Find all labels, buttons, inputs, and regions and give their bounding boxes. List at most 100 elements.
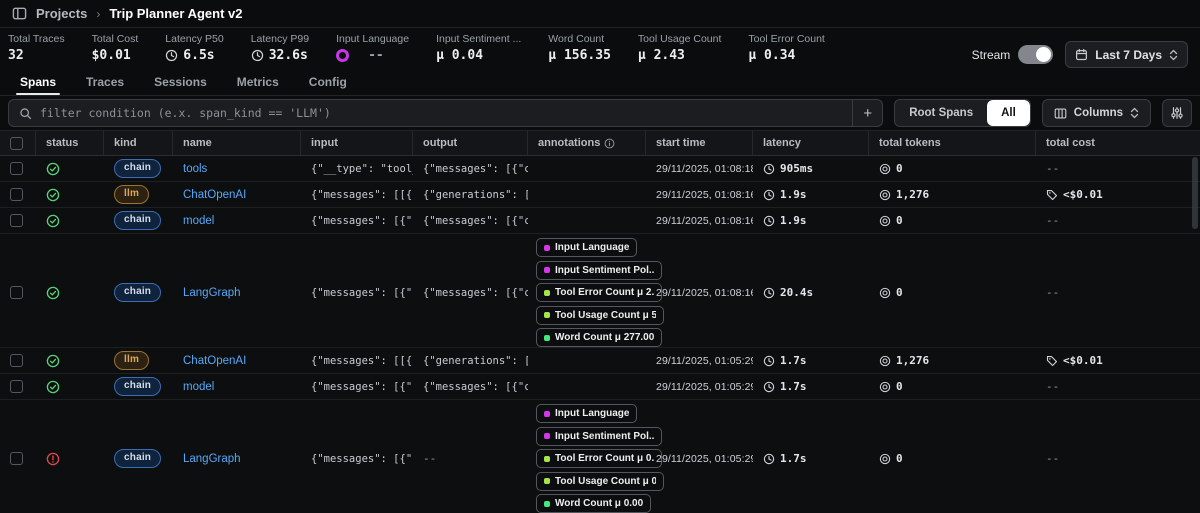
span-name-link[interactable]: LangGraph	[183, 286, 241, 299]
output-cell: {"messages": [{"conte…	[423, 380, 528, 393]
column-header-total-tokens[interactable]: total tokens	[869, 131, 1036, 155]
annotation-chip[interactable]: Tool Error Count μ 0.	[536, 449, 663, 468]
token-icon	[879, 189, 891, 200]
total-cost-cell: --	[1046, 162, 1060, 175]
table-row[interactable]: chain model {"messages": [{"conte… {"mes…	[0, 208, 1200, 234]
breadcrumb-separator: ›	[96, 6, 101, 21]
kind-badge: llm	[114, 351, 150, 370]
stat-value: $0.01	[91, 48, 131, 63]
tab-sessions[interactable]: Sessions	[154, 75, 207, 89]
start-time-cell: 29/11/2025, 01:08:16 …	[656, 286, 753, 299]
start-time-cell: 29/11/2025, 01:05:29…	[656, 380, 753, 393]
row-checkbox[interactable]	[10, 214, 23, 227]
kind-cell: chain	[104, 377, 173, 396]
sidebar-panel-icon[interactable]	[12, 6, 27, 21]
tab-metrics[interactable]: Metrics	[236, 75, 279, 89]
tab-config[interactable]: Config	[308, 75, 347, 89]
kind-cell: chain	[104, 159, 173, 178]
span-name-link[interactable]: model	[183, 214, 215, 227]
start-time-cell: 29/11/2025, 01:05:29…	[656, 354, 753, 367]
token-icon	[879, 287, 891, 298]
latency-cell: 1.9s	[753, 188, 869, 201]
tab-spans[interactable]: Spans	[8, 71, 68, 95]
span-name-link[interactable]: LangGraph	[183, 452, 241, 465]
clock-icon	[166, 49, 178, 62]
annotation-chip[interactable]: Input Language	[536, 404, 638, 423]
status-success-icon	[46, 162, 60, 175]
table-row[interactable]: chain LangGraph {"messages": [{"role": ……	[0, 234, 1200, 348]
stat-value: μ 156.35	[548, 48, 611, 63]
table-scrollbar[interactable]	[1192, 157, 1198, 229]
clock-icon	[251, 49, 263, 62]
clock-icon	[763, 381, 775, 392]
span-name-link[interactable]: tools	[183, 162, 208, 175]
row-checkbox[interactable]	[10, 188, 23, 201]
stat-latency-p99: Latency P99 32.6s	[251, 33, 309, 63]
row-select-cell	[0, 188, 36, 201]
filter-condition-input[interactable]	[40, 106, 843, 120]
token-icon	[879, 215, 891, 226]
latency-cell: 1.7s	[753, 452, 869, 465]
annotation-chip[interactable]: Tool Usage Count μ 5	[536, 305, 664, 325]
select-all-checkbox[interactable]	[10, 136, 23, 150]
token-icon	[879, 381, 891, 392]
status-success-icon	[46, 214, 60, 227]
row-select-cell	[0, 380, 36, 393]
span-name-link[interactable]: ChatOpenAI	[183, 354, 247, 367]
column-header-output[interactable]: output	[413, 131, 528, 155]
input-cell: {"messages": [[{"lc": 1,…	[311, 354, 413, 367]
column-header-input[interactable]: input	[301, 131, 413, 155]
clock-icon	[763, 215, 775, 226]
stream-toggle[interactable]	[1018, 45, 1054, 64]
row-checkbox[interactable]	[10, 162, 23, 175]
column-header-status[interactable]: status	[36, 131, 104, 155]
row-checkbox[interactable]	[10, 452, 23, 465]
status-success-icon	[46, 380, 60, 393]
stat-value: μ 0.34	[748, 48, 796, 63]
span-name-link[interactable]: model	[183, 380, 215, 393]
table-row[interactable]: llm ChatOpenAI {"messages": [[{"lc": 1,……	[0, 348, 1200, 374]
stat-label: Word Count	[548, 33, 605, 45]
filter-group: +	[8, 99, 884, 127]
table-row[interactable]: chain tools {"__type": "tool_call_… {"me…	[0, 156, 1200, 182]
root-spans-segment[interactable]: Root Spans	[909, 107, 974, 119]
toggle-knob	[1036, 47, 1052, 62]
column-header-name[interactable]: name	[173, 131, 301, 155]
total-cost-cell: --	[1046, 286, 1060, 299]
breadcrumb-projects[interactable]: Projects	[36, 6, 88, 21]
table-row[interactable]: chain model {"messages": [{"conte… {"mes…	[0, 374, 1200, 400]
annotation-chip[interactable]: Word Count μ 277.00	[536, 328, 663, 347]
column-header-start-time[interactable]: start time	[646, 131, 753, 155]
total-cost-cell: <$0.01	[1036, 188, 1200, 201]
annotation-chip[interactable]: Input Language	[536, 238, 638, 257]
span-name-link[interactable]: ChatOpenAI	[183, 188, 247, 201]
column-header-kind[interactable]: kind	[104, 131, 173, 155]
column-header-latency[interactable]: latency	[753, 131, 869, 155]
display-settings-button[interactable]	[1162, 99, 1192, 127]
name-cell: LangGraph	[173, 453, 301, 465]
annotation-chip[interactable]: Input Sentiment Pol..	[536, 260, 663, 280]
annotation-chip[interactable]: Input Sentiment Pol..	[536, 426, 663, 446]
all-spans-segment[interactable]: All	[987, 100, 1030, 126]
search-icon	[20, 107, 32, 119]
row-checkbox[interactable]	[10, 354, 23, 367]
date-range-button[interactable]: Last 7 Days	[1065, 41, 1188, 68]
table-row[interactable]: chain LangGraph {"messages": [{"role": ……	[0, 400, 1200, 513]
start-time-cell: 29/11/2025, 01:08:16 …	[656, 214, 753, 227]
row-checkbox[interactable]	[10, 286, 23, 299]
annotation-chip[interactable]: Tool Usage Count μ 0	[536, 471, 664, 491]
tab-traces[interactable]: Traces	[86, 75, 125, 89]
annotation-chip[interactable]: Word Count μ 0.00	[536, 494, 652, 513]
table-row[interactable]: llm ChatOpenAI {"messages": [[{"lc": 1,……	[0, 182, 1200, 208]
row-checkbox[interactable]	[10, 380, 23, 393]
column-header-total-cost[interactable]: total cost	[1046, 137, 1095, 149]
stat-label: Input Language	[336, 33, 410, 45]
column-header-annotations[interactable]: annotations	[528, 131, 646, 155]
annotation-chip[interactable]: Tool Error Count μ 2.	[536, 283, 663, 302]
add-filter-button[interactable]: +	[853, 99, 884, 127]
start-time-cell: 29/11/2025, 01:05:29…	[656, 452, 753, 465]
clock-icon	[763, 453, 775, 464]
stat-value: μ 0.04	[436, 48, 484, 63]
kind-badge: chain	[114, 211, 162, 230]
columns-button[interactable]: Columns	[1041, 99, 1151, 127]
